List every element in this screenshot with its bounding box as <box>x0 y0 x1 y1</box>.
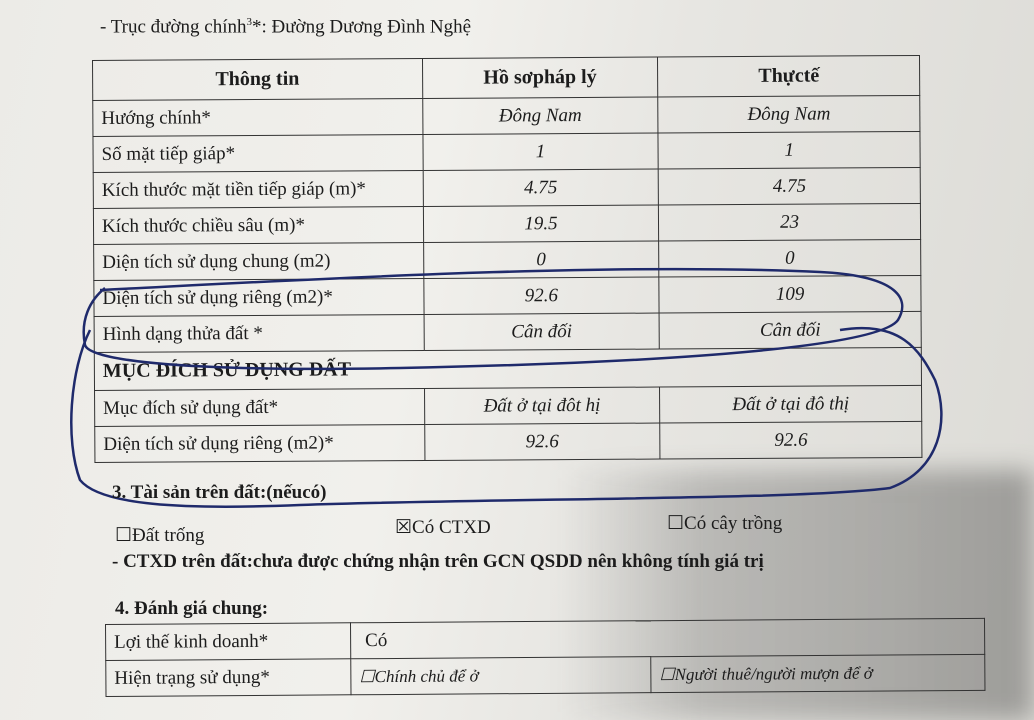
option-vacant-land[interactable]: ☐Đất trống <box>115 525 205 546</box>
row-label: Lợi thế kinh doanh* <box>105 622 351 661</box>
assets-title: 3. Tài sản trên đất:(nếucó) <box>112 482 327 503</box>
option-tenant-occupied[interactable]: ☐Người thuê/người mượn để ở <box>650 654 985 693</box>
shadow <box>560 470 1034 720</box>
option-owner-occupied[interactable]: ☐Chính chủ để ở <box>350 656 651 695</box>
row-label: Hiện trạng sử dụng* <box>105 658 352 697</box>
main-road-line: - Trục đường chính3*: Đường Dương Đình N… <box>100 16 472 38</box>
evaluation-table: Lợi thế kinh doanh* Có Hiện trạng sử dụng… <box>105 618 985 697</box>
evaluation-title: 4. Đánh giá chung: <box>115 598 269 619</box>
option-has-construction[interactable]: ☒Có CTXD <box>395 517 491 538</box>
checkbox-unchecked-icon[interactable]: ☐ <box>115 525 133 546</box>
checkbox-checked-icon[interactable]: ☒ <box>395 517 413 538</box>
checkbox-unchecked-icon[interactable]: ☐ <box>659 664 675 684</box>
checkbox-unchecked-icon[interactable]: ☐ <box>359 666 375 686</box>
checkbox-unchecked-icon[interactable]: ☐ <box>667 513 685 534</box>
table-row: Lợi thế kinh doanh* Có <box>105 618 985 661</box>
construction-note: - CTXD trên đất:chưa được chứng nhận trê… <box>112 551 764 572</box>
option-has-trees[interactable]: ☐Có cây trồng <box>667 513 783 534</box>
business-advantage-value: Có <box>350 618 985 659</box>
table-row: Hiện trạng sử dụng* ☐Chính chủ để ở ☐Người… <box>105 654 985 697</box>
